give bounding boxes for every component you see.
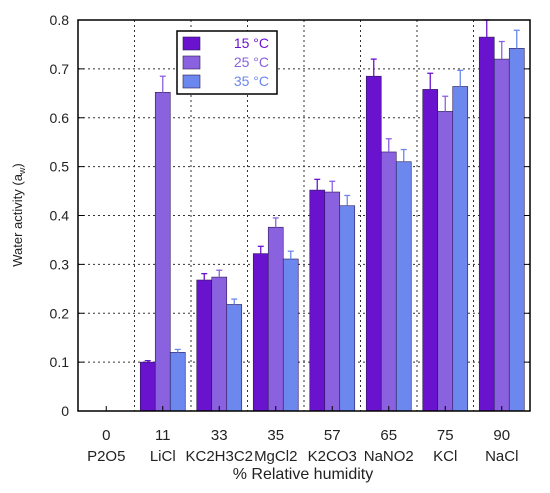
grid-lines — [78, 20, 530, 411]
bar — [508, 48, 525, 412]
y-tick-label: 0.5 — [50, 159, 70, 175]
bar — [196, 279, 213, 412]
x-tick-label-salt: NaNO2 — [364, 448, 414, 465]
y-tick-label: 0.2 — [50, 305, 70, 321]
y-axis-label: Water activity (aw) — [10, 163, 27, 267]
bar — [493, 58, 510, 412]
bar — [139, 361, 156, 412]
bar — [422, 89, 439, 412]
x-tick-label-salt: LiCl — [150, 448, 176, 465]
bar — [437, 111, 454, 412]
y-tick-label: 0.7 — [50, 61, 70, 77]
legend-swatch — [182, 55, 201, 70]
x-tick-label-salt: NaCl — [485, 448, 518, 465]
x-tick-label-rh: 33 — [211, 427, 228, 444]
bar — [309, 189, 326, 412]
legend-label: 15 °C — [234, 35, 269, 51]
bar — [282, 258, 299, 412]
x-tick-label-rh: 35 — [267, 427, 284, 444]
legend-swatch — [182, 74, 201, 89]
bar — [154, 92, 171, 412]
legend: 15 °C 25 °C 35 °C — [176, 30, 278, 95]
bar — [395, 161, 412, 412]
legend-label: 25 °C — [234, 54, 269, 70]
y-tick-label: 0.4 — [50, 208, 70, 224]
y-tick-label: 0.1 — [50, 354, 70, 370]
y-tick-label: 0.8 — [50, 12, 70, 28]
x-tick-label-rh: 90 — [493, 427, 510, 444]
y-tick-label: 0 — [61, 403, 69, 419]
bar — [211, 276, 228, 412]
x-tick-label-salt: P2O5 — [87, 448, 125, 465]
error-bars-group — [144, 19, 520, 363]
x-axis-label: % Relative humidity — [233, 466, 374, 483]
x-tick-label-salt: KC2H3C2 — [185, 448, 253, 465]
bar — [478, 36, 495, 412]
x-tick-label-rh: 75 — [437, 427, 454, 444]
x-tick-label-rh: 57 — [324, 427, 341, 444]
y-tick-label: 0.6 — [50, 110, 70, 126]
bar — [380, 151, 397, 412]
axis-ticks: 0 0.1 0.2 0.3 0.4 0.5 0.6 0.7 0.8 0 P2O5 11 LiCl 33 KC… — [50, 12, 530, 465]
bar — [226, 304, 243, 412]
bar — [252, 253, 269, 412]
bar — [267, 226, 284, 412]
x-tick-label-rh: 65 — [380, 427, 397, 444]
bar — [452, 86, 469, 412]
legend-label: 35 °C — [234, 73, 269, 89]
x-tick-label-salt: K2CO3 — [308, 448, 357, 465]
bar — [365, 75, 382, 412]
bar — [169, 352, 186, 412]
bar — [324, 191, 341, 412]
legend-swatch — [182, 36, 201, 51]
x-tick-label-rh: 0 — [102, 427, 110, 444]
x-tick-label-salt: KCl — [433, 448, 457, 465]
x-tick-label-rh: 11 — [155, 427, 171, 444]
x-tick-label-salt: MgCl2 — [254, 448, 297, 465]
y-tick-label: 0.3 — [50, 256, 70, 272]
bar — [339, 205, 356, 412]
